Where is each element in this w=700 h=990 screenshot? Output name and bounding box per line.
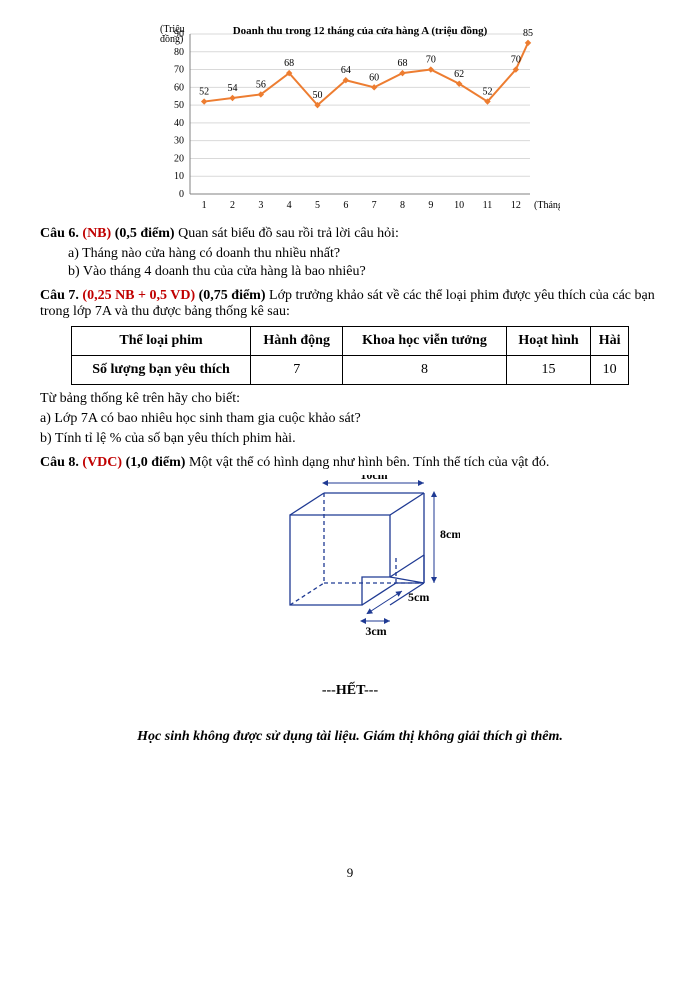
col-2: Khoa học viễn tưởng [343,327,506,356]
q6-points: (0,5 điểm) [115,226,175,241]
svg-text:5: 5 [315,200,320,211]
q6-a: a) Tháng nào cửa hàng có doanh thu nhiều… [68,246,660,262]
svg-text:3cm: 3cm [365,624,386,638]
cuboid-svg: 10cm 8cm 5cm 3cm [240,475,460,675]
q7-a: a) Lớp 7A có bao nhiêu học sinh tham gia… [40,411,660,427]
svg-text:4: 4 [287,200,292,211]
q7-table: Thể loại phim Hành động Khoa học viễn tư… [71,326,629,385]
svg-text:56: 56 [256,79,266,90]
svg-text:1: 1 [202,200,207,211]
row0-3: 15 [506,356,591,385]
revenue-chart: 0102030405060708090123456789101112(Tháng… [40,20,660,220]
row0-2: 8 [343,356,506,385]
row0-4: 10 [591,356,629,385]
q8-line: Câu 8. (VDC) (1,0 điểm) Một vật thể có h… [40,455,660,471]
svg-text:60: 60 [174,82,184,93]
svg-text:40: 40 [174,118,184,129]
svg-text:50: 50 [313,90,323,101]
svg-text:70: 70 [511,55,521,66]
col-3: Hoạt hình [506,327,591,356]
svg-text:(Triệuđồng): (Triệuđồng) [160,24,185,45]
q8-text: Một vật thể có hình dạng như hình bên. T… [189,455,549,470]
col-4: Hài [591,327,629,356]
svg-text:2: 2 [230,200,235,211]
svg-text:Doanh thu trong 12 tháng của c: Doanh thu trong 12 tháng của cửa hàng A … [233,25,488,37]
q7-after-table: Từ bảng thống kê trên hãy cho biết: [40,391,660,407]
row0-1: 7 [251,356,343,385]
svg-text:8cm: 8cm [440,527,460,541]
svg-text:80: 80 [174,47,184,58]
table-header-row: Thể loại phim Hành động Khoa học viễn tư… [72,327,629,356]
svg-text:52: 52 [199,87,209,98]
svg-text:(Tháng): (Tháng) [534,200,560,211]
q7-points: (0,75 điểm) [199,288,266,303]
svg-text:9: 9 [428,200,433,211]
svg-text:52: 52 [483,87,493,98]
svg-text:60: 60 [369,72,379,83]
svg-text:12: 12 [511,200,521,211]
svg-text:64: 64 [341,65,351,76]
svg-text:10: 10 [174,171,184,182]
q7-prefix: Câu 7. [40,288,79,303]
svg-text:8: 8 [400,200,405,211]
q8-tag: (VDC) [82,455,122,470]
table-row: Số lượng bạn yêu thích 7 8 15 10 [72,356,629,385]
row0-0: Số lượng bạn yêu thích [72,356,251,385]
col-0: Thể loại phim [72,327,251,356]
svg-text:85: 85 [523,28,533,39]
svg-text:5cm: 5cm [408,590,429,604]
q8-figure: 10cm 8cm 5cm 3cm [40,475,660,675]
q6-tag: (NB) [82,226,111,241]
svg-text:7: 7 [372,200,377,211]
q7-line: Câu 7. (0,25 NB + 0,5 VD) (0,75 điểm) Lớ… [40,288,660,320]
svg-text:3: 3 [258,200,263,211]
col-1: Hành động [251,327,343,356]
q7-b: b) Tính tỉ lệ % của số bạn yêu thích phi… [40,431,660,447]
page-number: 9 [40,865,660,881]
svg-text:10: 10 [454,200,464,211]
svg-text:68: 68 [284,58,294,69]
svg-text:50: 50 [174,100,184,111]
q6-text: Quan sát biểu đồ sau rồi trả lời câu hỏi… [178,226,399,241]
q6-line: Câu 6. (NB) (0,5 điểm) Quan sát biểu đồ … [40,226,660,242]
q6-b: b) Vào tháng 4 doanh thu của cửa hàng là… [68,264,660,280]
svg-text:30: 30 [174,136,184,147]
svg-text:70: 70 [426,55,436,66]
q6-prefix: Câu 6. [40,226,79,241]
svg-text:70: 70 [174,65,184,76]
svg-text:62: 62 [454,69,464,80]
q8-points: (1,0 điểm) [126,455,186,470]
svg-text:11: 11 [483,200,493,211]
svg-text:10cm: 10cm [360,475,387,482]
notice-text: Học sinh không được sử dụng tài liệu. Gi… [40,729,660,745]
svg-text:6: 6 [343,200,348,211]
svg-text:20: 20 [174,153,184,164]
svg-text:68: 68 [398,58,408,69]
chart-svg: 0102030405060708090123456789101112(Tháng… [140,20,560,220]
q7-tag: (0,25 NB + 0,5 VD) [82,288,195,303]
het-text: ---HẾT--- [40,683,660,699]
svg-text:54: 54 [228,83,238,94]
q8-prefix: Câu 8. [40,455,79,470]
svg-text:0: 0 [179,189,184,200]
